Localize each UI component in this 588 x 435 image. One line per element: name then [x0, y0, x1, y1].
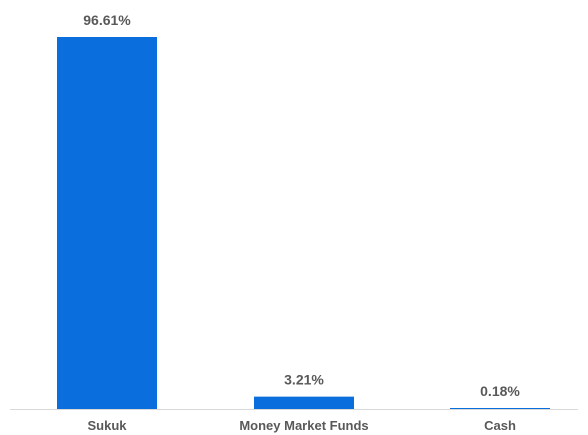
x-axis-ticks: Sukuk Money Market Funds Cash	[87, 418, 515, 433]
tick-label-sukuk: Sukuk	[87, 418, 127, 433]
bar-sukuk	[57, 37, 157, 409]
tick-label-money-market-funds: Money Market Funds	[239, 418, 368, 433]
data-label-money-market-funds: 3.21%	[284, 372, 324, 388]
bar-money-market-funds	[254, 396, 354, 409]
bar-cash	[450, 408, 550, 409]
data-label-cash: 0.18%	[480, 383, 520, 399]
tick-label-cash: Cash	[484, 418, 516, 433]
bars-layer	[57, 37, 550, 409]
labels-layer: 96.61% 3.21% 0.18%	[83, 12, 520, 399]
data-label-sukuk: 96.61%	[83, 12, 131, 28]
